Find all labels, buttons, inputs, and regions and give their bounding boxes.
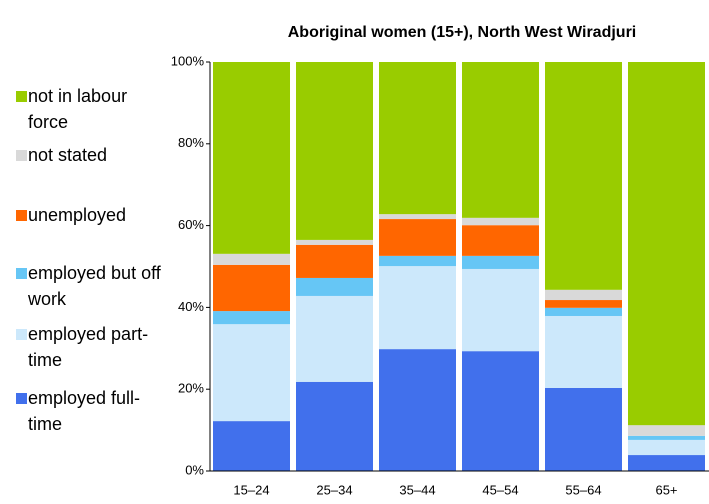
bar-segment bbox=[296, 381, 373, 471]
legend-item: employed part-time bbox=[16, 321, 163, 373]
bar-segment bbox=[545, 387, 622, 471]
bar-segment bbox=[462, 351, 539, 471]
bar-segment bbox=[628, 455, 705, 471]
bar-segment bbox=[213, 421, 290, 471]
legend-item: not stated bbox=[16, 142, 163, 168]
y-tick-label: 0% bbox=[185, 462, 204, 477]
bar-segment bbox=[628, 439, 705, 456]
bar-segment bbox=[462, 62, 539, 218]
legend-label: not stated bbox=[28, 145, 108, 165]
bar-segment bbox=[379, 255, 456, 267]
bar-segment bbox=[213, 264, 290, 312]
legend-item: employed but off work bbox=[16, 260, 163, 312]
bar-segment bbox=[462, 217, 539, 226]
bar-segment bbox=[628, 62, 705, 426]
bar-segment bbox=[545, 300, 622, 308]
legend-swatch bbox=[16, 329, 27, 340]
bar-segment bbox=[379, 266, 456, 350]
bar-segment bbox=[379, 219, 456, 256]
x-tick-label: 45–54 bbox=[482, 482, 518, 497]
x-tick-label: 25–34 bbox=[316, 482, 352, 497]
x-tick-label: 35–44 bbox=[399, 482, 435, 497]
y-tick-label: 20% bbox=[178, 381, 204, 396]
bar-segment bbox=[462, 225, 539, 256]
bar-segment bbox=[296, 277, 373, 296]
y-tick-label: 100% bbox=[171, 53, 205, 68]
bar-segment bbox=[213, 62, 290, 254]
legend-label: employed part-time bbox=[28, 324, 149, 370]
legend-label: employed full-time bbox=[28, 388, 141, 434]
legend-label: unemployed bbox=[28, 205, 127, 225]
y-tick-label: 60% bbox=[178, 217, 204, 232]
legend-swatch bbox=[16, 393, 27, 404]
x-tick-label: 15–24 bbox=[233, 482, 269, 497]
bar-segment bbox=[296, 239, 373, 245]
legend-swatch bbox=[16, 268, 27, 279]
legend-label: not in labour force bbox=[28, 86, 128, 132]
bar-segment bbox=[545, 307, 622, 316]
bar-segment bbox=[296, 244, 373, 278]
x-tick-label: 55–64 bbox=[565, 482, 601, 497]
bar-segment bbox=[628, 425, 705, 436]
legend-swatch bbox=[16, 91, 27, 102]
bar-segment bbox=[213, 324, 290, 422]
x-tick-label: 65+ bbox=[655, 482, 677, 497]
legend-item: unemployed bbox=[16, 202, 163, 228]
bar-segment bbox=[545, 62, 622, 290]
legend-item: not in labour force bbox=[16, 83, 163, 135]
bar-segment bbox=[462, 268, 539, 352]
legend-swatch bbox=[16, 150, 27, 161]
bar-segment bbox=[213, 311, 290, 325]
bar-segment bbox=[545, 315, 622, 388]
legend-swatch bbox=[16, 210, 27, 221]
legend-label: employed but off work bbox=[28, 263, 161, 309]
bar-segment bbox=[379, 214, 456, 220]
y-tick-label: 80% bbox=[178, 135, 204, 150]
chart-title: Aboriginal women (15+), North West Wirad… bbox=[288, 24, 636, 41]
y-tick-label: 40% bbox=[178, 299, 204, 314]
bar-segment bbox=[628, 435, 705, 440]
bar-segment bbox=[296, 295, 373, 382]
bar-segment bbox=[213, 253, 290, 265]
bar-segment bbox=[545, 289, 622, 301]
bar-segment bbox=[379, 349, 456, 471]
bar-segment bbox=[296, 62, 373, 240]
bar-segment bbox=[462, 255, 539, 269]
legend-item: employed full-time bbox=[16, 385, 163, 437]
bar-segment bbox=[379, 62, 456, 215]
